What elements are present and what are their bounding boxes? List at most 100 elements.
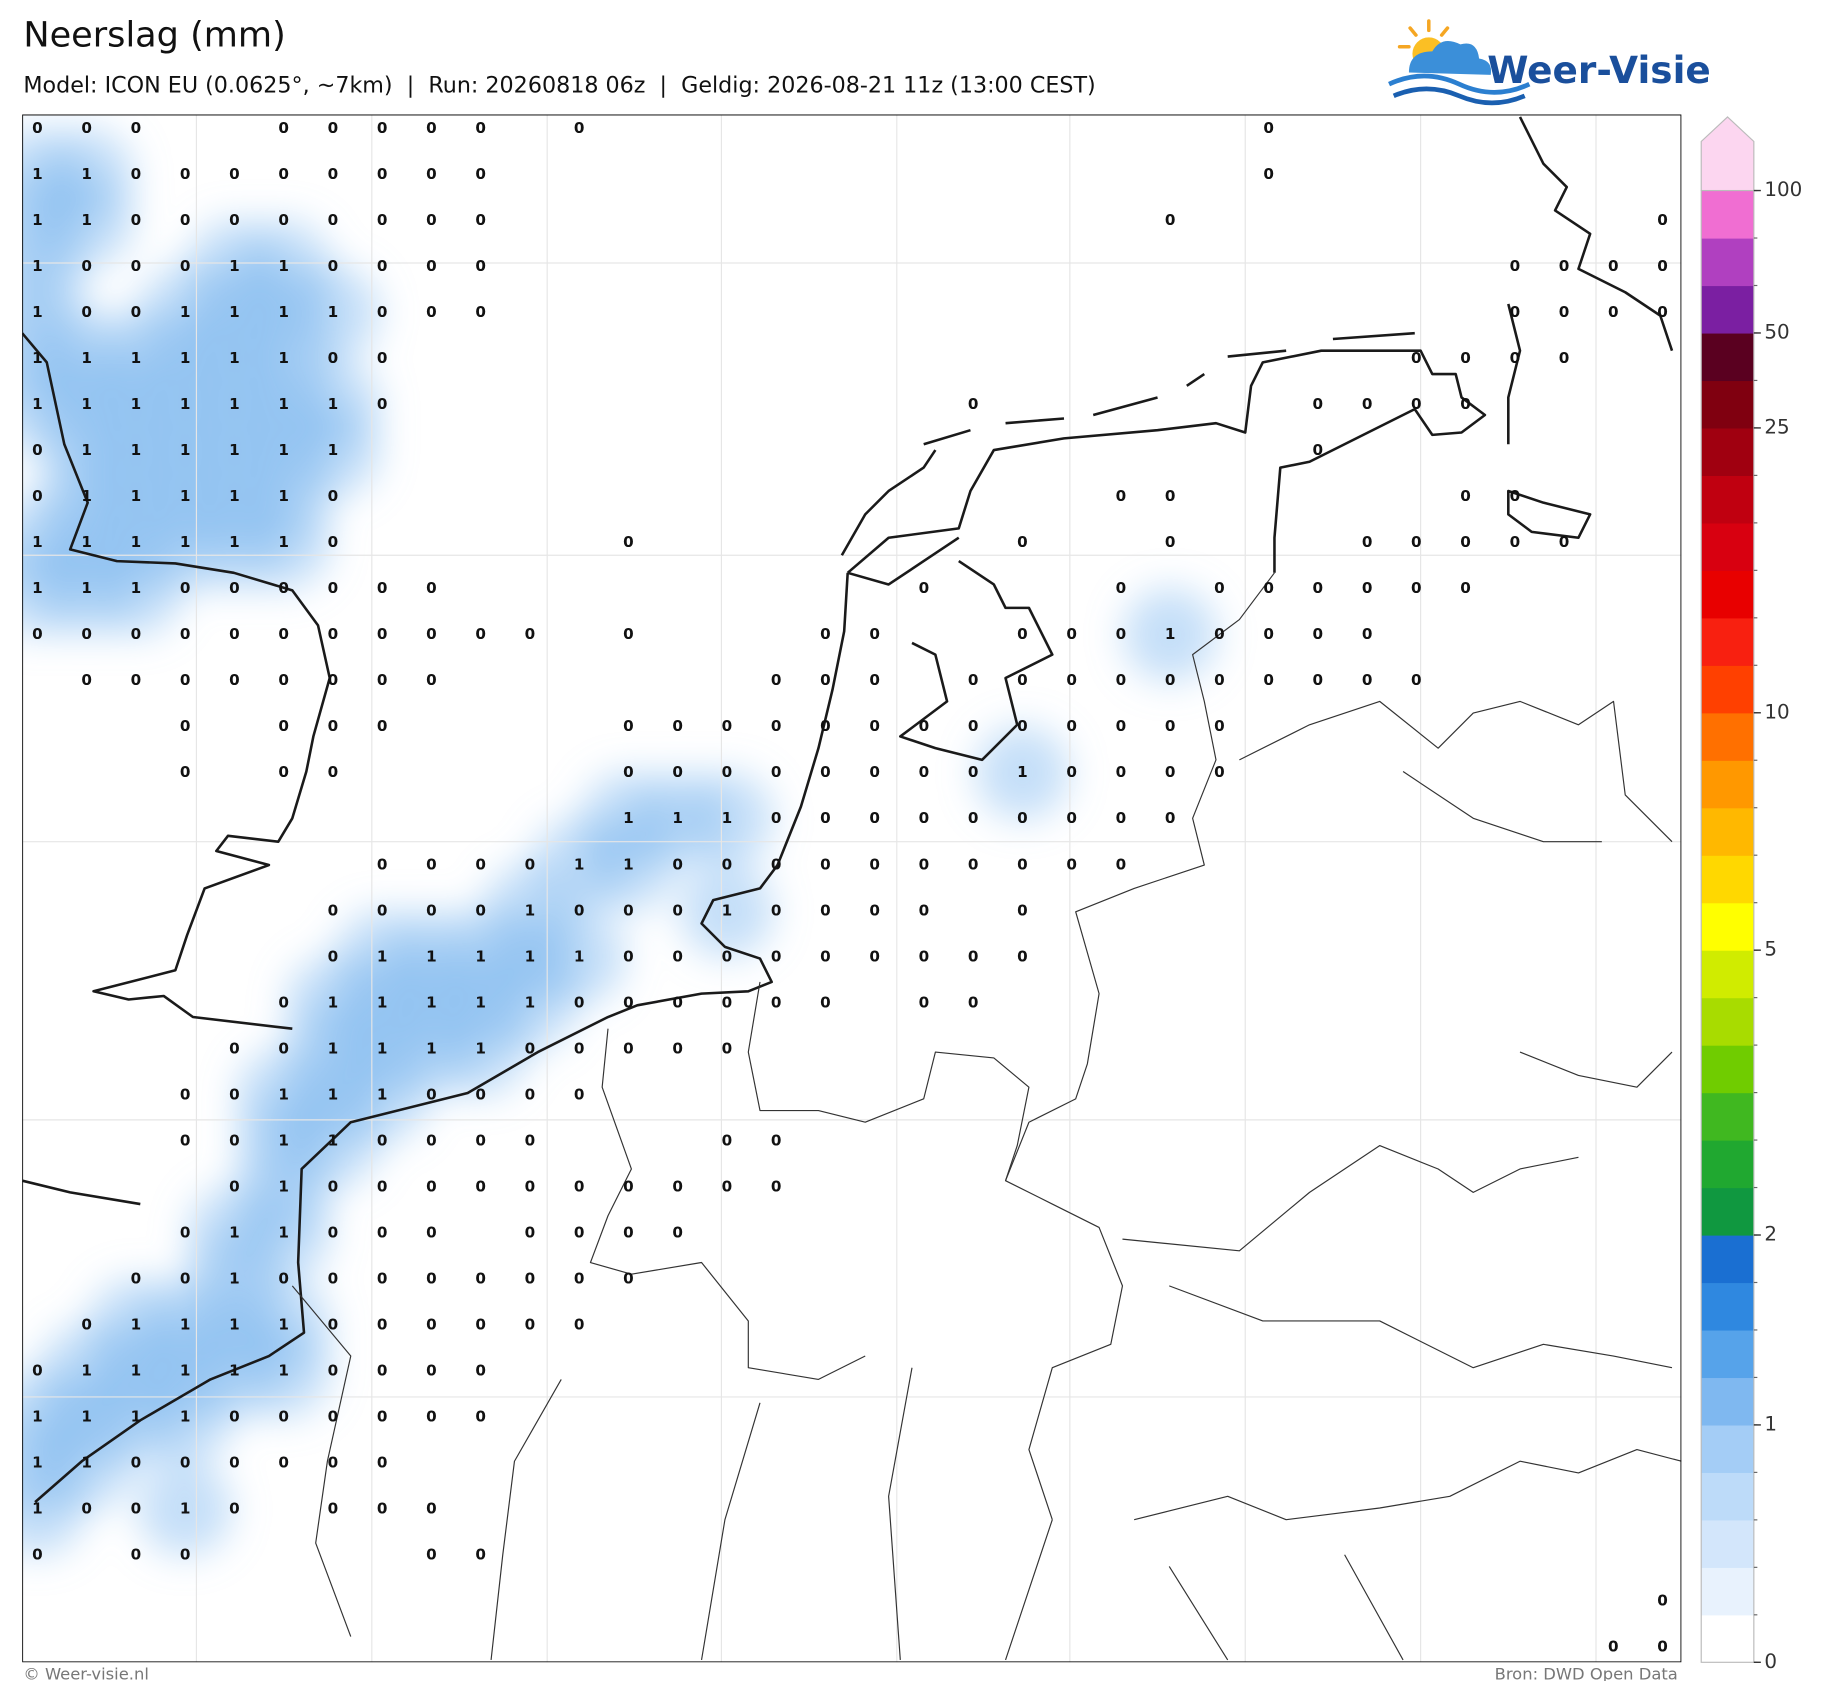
value-label: 0 <box>1559 303 1570 321</box>
value-label: 0 <box>623 1177 634 1195</box>
colorbar-band <box>1701 332 1754 382</box>
value-label: 0 <box>475 625 486 643</box>
value-label: 0 <box>869 625 880 643</box>
value-label: 0 <box>328 1223 339 1241</box>
value-label: 1 <box>229 395 240 413</box>
value-label: 1 <box>278 1223 289 1241</box>
value-label: 0 <box>1165 717 1176 735</box>
colorbar-outline <box>1700 189 1755 1663</box>
value-label: 1 <box>278 1085 289 1103</box>
value-label: 1 <box>377 947 388 965</box>
value-label: 0 <box>377 855 388 873</box>
value-label: 0 <box>672 901 683 919</box>
value-label: 0 <box>1460 533 1471 551</box>
value-label: 0 <box>180 1545 191 1563</box>
value-label: 0 <box>377 395 388 413</box>
value-label: 0 <box>1411 579 1422 597</box>
value-label: 1 <box>722 901 733 919</box>
value-label: 1 <box>278 487 289 505</box>
value-label: 0 <box>1608 1637 1619 1655</box>
value-label: 0 <box>426 211 437 229</box>
title: Neerslag (mm) <box>23 15 285 56</box>
value-label: 0 <box>1362 533 1373 551</box>
colorbar-extend <box>1700 116 1755 192</box>
value-label: 0 <box>869 717 880 735</box>
value-label: 1 <box>131 349 142 367</box>
value-label: 0 <box>377 303 388 321</box>
value-label: 1 <box>229 441 240 459</box>
value-label: 0 <box>377 1407 388 1425</box>
colorbar-band <box>1701 1282 1754 1331</box>
value-label: 0 <box>525 1315 536 1333</box>
value-label: 1 <box>131 1315 142 1333</box>
value-label: 0 <box>426 1085 437 1103</box>
value-label: 0 <box>180 763 191 781</box>
colorbar-tick-label: 2 <box>1764 1223 1777 1246</box>
value-label: 0 <box>475 1085 486 1103</box>
value-label: 0 <box>820 625 831 643</box>
value-label: 0 <box>672 855 683 873</box>
colorbar-band <box>1701 522 1754 571</box>
colorbar-tick-label: 1 <box>1764 1412 1777 1435</box>
value-label: 0 <box>771 901 782 919</box>
colorbar-band <box>1701 1614 1754 1663</box>
value-label: 0 <box>475 901 486 919</box>
colorbar-band <box>1701 617 1754 666</box>
value-label: 0 <box>377 671 388 689</box>
value-label: 0 <box>131 257 142 275</box>
colorbar-band <box>1701 1377 1754 1426</box>
value-label: 0 <box>377 349 388 367</box>
value-label: 0 <box>968 395 979 413</box>
value-label: 0 <box>1263 671 1274 689</box>
value-label: 1 <box>32 165 43 183</box>
value-label: 1 <box>278 1315 289 1333</box>
value-label: 0 <box>722 1039 733 1057</box>
value-label: 0 <box>426 855 437 873</box>
value-label: 0 <box>623 717 634 735</box>
value-label: 0 <box>426 1269 437 1287</box>
value-label: 0 <box>377 1499 388 1517</box>
value-label: 0 <box>1608 257 1619 275</box>
borders <box>291 572 1682 1661</box>
value-label: 0 <box>1263 119 1274 137</box>
value-label: 0 <box>574 1223 585 1241</box>
value-label: 0 <box>1313 579 1324 597</box>
value-label: 1 <box>32 1407 43 1425</box>
value-label: 0 <box>722 763 733 781</box>
value-label: 0 <box>328 165 339 183</box>
value-label: 0 <box>1510 257 1521 275</box>
value-label: 0 <box>328 1361 339 1379</box>
colorbar-band <box>1701 285 1754 334</box>
value-label: 0 <box>1608 303 1619 321</box>
value-label: 0 <box>426 625 437 643</box>
value-label: 0 <box>328 1177 339 1195</box>
value-label: 1 <box>229 1361 240 1379</box>
value-label: 0 <box>328 119 339 137</box>
value-label: 0 <box>1510 533 1521 551</box>
value-label: 0 <box>229 211 240 229</box>
value-label: 0 <box>1657 211 1668 229</box>
value-label: 0 <box>623 993 634 1011</box>
value-label: 0 <box>475 1315 486 1333</box>
value-label: 0 <box>328 763 339 781</box>
value-label: 0 <box>1411 395 1422 413</box>
value-label: 0 <box>426 1361 437 1379</box>
value-label: 0 <box>820 717 831 735</box>
value-label: 0 <box>1263 165 1274 183</box>
value-label: 0 <box>426 1407 437 1425</box>
value-label: 0 <box>1017 901 1028 919</box>
value-label: 0 <box>377 717 388 735</box>
value-label: 0 <box>623 533 634 551</box>
value-label: 1 <box>426 993 437 1011</box>
value-label: 0 <box>278 119 289 137</box>
value-label: 0 <box>869 809 880 827</box>
value-label: 0 <box>722 1131 733 1149</box>
value-label: 0 <box>1313 395 1324 413</box>
value-label: 0 <box>1510 303 1521 321</box>
value-label: 1 <box>475 947 486 965</box>
colorbar-tick-label: 5 <box>1764 938 1777 961</box>
value-label: 0 <box>771 993 782 1011</box>
colorbar-band <box>1701 665 1754 714</box>
value-label: 0 <box>968 809 979 827</box>
